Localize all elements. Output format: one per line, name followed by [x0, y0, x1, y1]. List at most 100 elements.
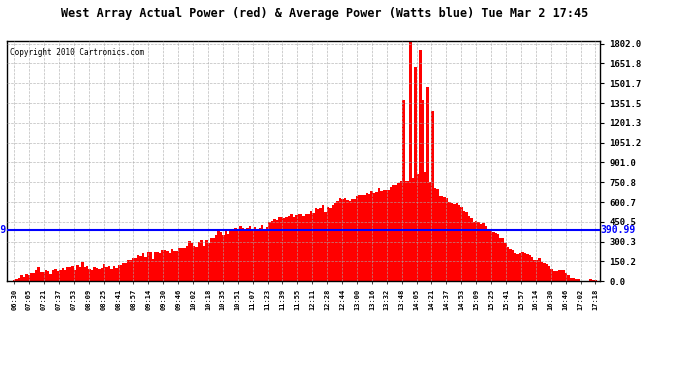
Bar [130, 260, 132, 281]
Bar [385, 190, 388, 281]
Bar [390, 186, 393, 281]
Bar [106, 267, 108, 281]
Bar [424, 172, 426, 281]
Bar [526, 254, 529, 281]
Bar [465, 212, 468, 281]
Bar [237, 231, 239, 281]
Bar [414, 67, 417, 281]
Bar [246, 228, 249, 281]
Bar [55, 269, 57, 281]
Bar [232, 231, 235, 281]
Bar [480, 224, 482, 281]
Bar [395, 185, 397, 281]
Bar [18, 278, 20, 281]
Bar [278, 217, 281, 281]
Bar [227, 234, 229, 281]
Bar [366, 193, 368, 281]
Bar [426, 87, 429, 281]
Bar [538, 258, 541, 281]
Bar [112, 266, 115, 281]
Bar [436, 189, 439, 281]
Bar [453, 204, 455, 281]
Bar [584, 280, 587, 281]
Bar [288, 216, 290, 281]
Bar [171, 249, 173, 281]
Bar [495, 233, 497, 281]
Bar [297, 214, 300, 281]
Bar [35, 270, 37, 281]
Bar [37, 267, 40, 281]
Bar [139, 256, 142, 281]
Bar [295, 214, 297, 281]
Bar [429, 182, 431, 281]
Bar [463, 211, 465, 281]
Bar [152, 259, 154, 281]
Bar [32, 273, 35, 281]
Bar [363, 195, 366, 281]
Bar [302, 216, 305, 281]
Bar [178, 248, 181, 281]
Bar [519, 254, 521, 281]
Bar [45, 270, 47, 281]
Bar [210, 238, 213, 281]
Bar [417, 174, 419, 281]
Bar [198, 242, 200, 281]
Bar [351, 199, 353, 281]
Bar [239, 226, 241, 281]
Bar [487, 229, 490, 281]
Bar [339, 198, 342, 281]
Bar [244, 230, 246, 281]
Bar [580, 280, 582, 281]
Bar [86, 266, 88, 281]
Bar [431, 111, 434, 281]
Bar [219, 232, 222, 281]
Bar [168, 254, 171, 281]
Bar [50, 274, 52, 281]
Bar [492, 231, 495, 281]
Bar [506, 247, 509, 281]
Bar [402, 100, 404, 281]
Bar [404, 182, 407, 281]
Bar [259, 228, 261, 281]
Bar [261, 225, 264, 281]
Bar [125, 262, 127, 281]
Bar [458, 206, 460, 281]
Bar [23, 277, 25, 281]
Bar [587, 280, 589, 281]
Bar [543, 263, 546, 281]
Bar [451, 203, 453, 281]
Bar [25, 274, 28, 281]
Bar [322, 205, 324, 281]
Bar [81, 262, 83, 281]
Bar [96, 268, 98, 281]
Bar [47, 271, 50, 281]
Bar [264, 230, 266, 281]
Bar [164, 251, 166, 281]
Bar [412, 178, 414, 281]
Bar [502, 238, 504, 281]
Bar [300, 214, 302, 281]
Bar [205, 240, 208, 281]
Bar [161, 250, 164, 281]
Bar [122, 263, 125, 281]
Bar [380, 190, 383, 281]
Bar [407, 181, 409, 281]
Bar [348, 201, 351, 281]
Bar [305, 214, 307, 281]
Bar [290, 213, 293, 281]
Bar [268, 222, 270, 281]
Bar [485, 226, 487, 281]
Bar [555, 271, 558, 281]
Bar [251, 231, 254, 281]
Bar [66, 267, 69, 281]
Bar [184, 248, 186, 281]
Bar [241, 228, 244, 281]
Bar [482, 223, 485, 281]
Bar [195, 248, 198, 281]
Bar [224, 231, 227, 281]
Bar [346, 200, 348, 281]
Bar [553, 271, 555, 281]
Bar [329, 208, 332, 281]
Bar [217, 230, 219, 281]
Bar [235, 228, 237, 281]
